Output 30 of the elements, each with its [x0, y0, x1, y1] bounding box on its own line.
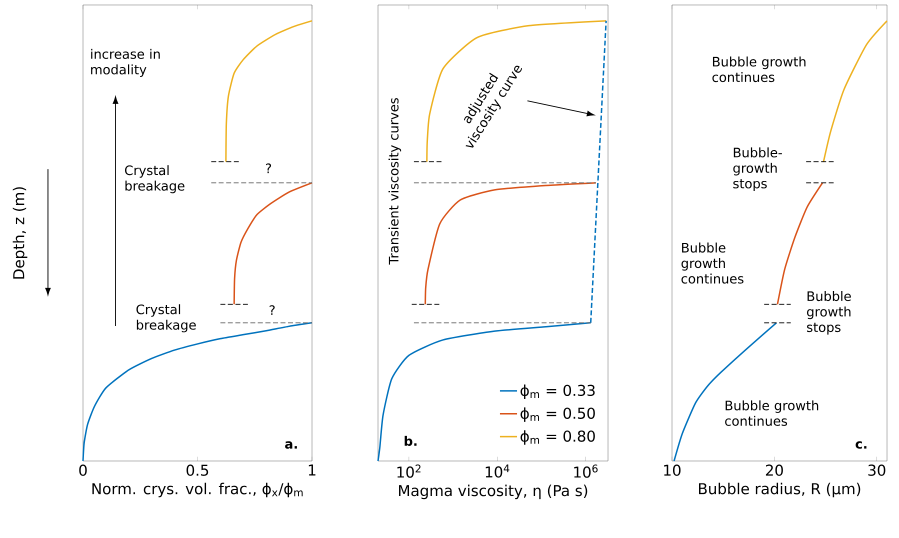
legend-label: ϕ$_{m}$ = 0.80 [520, 430, 595, 445]
annotation: ? [270, 305, 275, 315]
x-tick-label: 10$^{6}$ [574, 464, 598, 478]
annotation: Bubble growth stops [807, 291, 851, 335]
legend-label: ϕ$_{m}$ = 0.33 [520, 384, 595, 399]
annotation: Bubble growth continues [682, 242, 744, 284]
annotation: Bubble-growth stops [733, 147, 782, 191]
x-axis-title: Bubble radius, R (μm) [699, 482, 860, 498]
x-tick-label: 0 [79, 464, 87, 476]
x-tick-label: 30 [868, 464, 886, 476]
annotation: Crystal breakage [136, 304, 196, 332]
annotation: ? [266, 163, 272, 174]
annotation: Transient viscosity curves [388, 98, 402, 265]
x-axis-title: Norm. crys. vol. frac., ϕ$_{x}$/ϕ$_{m}$ [92, 482, 303, 498]
x-tick-label: 20 [766, 464, 783, 476]
x-tick-label: 0.5 [186, 464, 208, 476]
annotation: Bubble growth continues [712, 56, 806, 82]
y-axis-title: Depth, z (m) [12, 187, 28, 279]
x-tick-label: 1 [308, 464, 316, 476]
annotation: a. [285, 441, 297, 449]
legend-label: ϕ$_{m}$ = 0.50 [520, 407, 595, 422]
annotation: Crystal breakage [125, 165, 184, 194]
annotation: increase in modality [91, 48, 160, 77]
x-tick-label: 10 [664, 464, 681, 476]
annotation: Bubble growth continues [725, 400, 818, 426]
annotation: c. [856, 441, 866, 449]
annotation: b. [404, 436, 417, 446]
x-tick-label: 10$^{2}$ [397, 464, 420, 478]
x-tick-label: 10$^{4}$ [486, 464, 510, 478]
x-axis-title: Magma viscosity, η (Pa s) [399, 484, 588, 500]
